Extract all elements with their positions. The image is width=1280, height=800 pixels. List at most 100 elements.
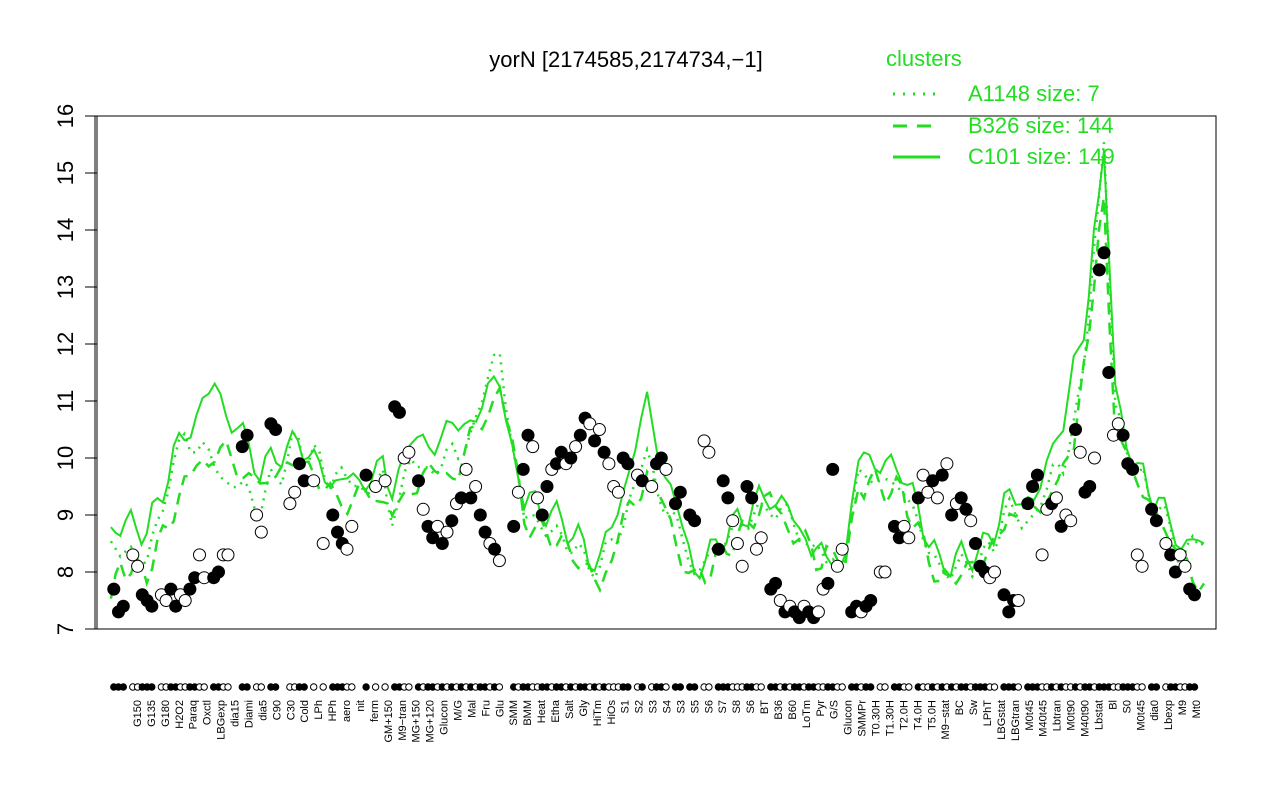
x-tick-label: S2 [634, 700, 646, 713]
y-tick-label: 14 [53, 218, 78, 242]
x-tick-label: Pyr [815, 700, 827, 717]
x-tick-label: S5 [689, 700, 701, 713]
y-tick-label: 15 [53, 161, 78, 185]
data-point-filled [669, 497, 682, 511]
plot-border [96, 115, 1217, 630]
x-tick-label: nit [355, 700, 367, 712]
data-point-open [602, 457, 616, 471]
rug-marker [638, 683, 646, 691]
data-point-filled [1097, 246, 1111, 260]
data-point-open [1178, 559, 1192, 573]
data-point-filled [1026, 480, 1040, 493]
data-point-open [702, 445, 716, 459]
rug-marker [990, 683, 999, 691]
rug-marker [362, 683, 370, 691]
data-point-filled [740, 480, 754, 493]
x-tick-label: Lbstat [1094, 700, 1106, 730]
data-point-filled [911, 491, 925, 505]
rug-marker [300, 683, 308, 691]
data-point-open [583, 417, 597, 431]
x-tick-label: Oxctl [202, 700, 214, 725]
x-tick-label: SMM [508, 700, 520, 726]
y-axis: 7 8 9 10 11 12 13 14 15 16 [53, 104, 97, 635]
x-tick-label: S6 [703, 700, 715, 713]
x-tick-label: LBGexp [216, 700, 228, 740]
data-point-open [921, 485, 935, 499]
rug-marker [371, 683, 380, 691]
y-tick-label: 9 [53, 509, 78, 521]
data-point-filled [1126, 462, 1140, 476]
x-tick-label: Etha [550, 699, 562, 723]
data-point-open [1111, 417, 1125, 431]
data-point-filled [621, 457, 635, 471]
data-point-open [526, 440, 540, 454]
data-point-filled [997, 588, 1011, 602]
x-tick-label: Glucon [439, 700, 451, 735]
data-point-open [1159, 537, 1173, 550]
data-point-filled [331, 525, 344, 539]
x-tick-label: aero [341, 700, 353, 722]
rug-marker [148, 683, 156, 691]
data-point-filled [769, 576, 782, 590]
rug-marker [1138, 683, 1146, 691]
data-point-open [159, 594, 173, 607]
data-point-filled [716, 474, 730, 488]
x-tick-label: Salt [564, 700, 576, 719]
data-point-filled [507, 519, 521, 533]
data-point-filled [1069, 423, 1082, 436]
data-point-filled [826, 462, 840, 476]
data-point-filled [588, 434, 602, 448]
y-tick-label: 10 [53, 446, 78, 470]
x-tick-label: Fru [480, 700, 492, 717]
data-point-filled [412, 474, 425, 488]
data-point-filled [426, 531, 440, 545]
y-tick-label: 12 [53, 332, 78, 356]
y-tick-label: 11 [53, 390, 78, 413]
x-tick-label: M0t90 [1066, 700, 1078, 731]
data-point-open [1135, 559, 1149, 573]
data-point-open [283, 497, 297, 511]
rug-marker [319, 683, 327, 691]
x-tick-label: Lbexp [1163, 700, 1175, 730]
data-point-filled [473, 508, 487, 522]
rug-marker [405, 683, 413, 691]
x-tick-label: Diami [244, 700, 256, 728]
data-point-filled [1092, 263, 1106, 277]
data-point-open [645, 480, 659, 493]
x-tick-label: BMM [522, 700, 534, 726]
rug-marker [271, 683, 280, 691]
data-point-filled [926, 474, 940, 488]
x-tick-labels: G150 G135 G180 H2O2 Paraq Oxctl LBGexp dia15 Dia… [132, 699, 1203, 742]
series-line-dotted [109, 142, 1205, 582]
rug-marker [676, 683, 684, 691]
x-tick-label: Glu [494, 700, 506, 717]
data-point-filled [535, 508, 549, 522]
data-point-filled [945, 508, 959, 522]
series-lines [109, 142, 1206, 599]
rug-marker [624, 683, 632, 691]
data-point-open [402, 445, 416, 459]
x-tick-label: LPhT [982, 700, 994, 727]
data-points [107, 246, 1201, 625]
data-point-filled [821, 576, 835, 590]
data-point-filled [1030, 468, 1044, 482]
y-tick-label: 8 [53, 566, 78, 578]
x-tick-label: T0.30H [871, 700, 883, 736]
data-point-open [897, 519, 911, 533]
y-tick-label: 7 [53, 623, 78, 635]
data-point-filled [554, 445, 568, 459]
y-tick-label: 13 [53, 275, 78, 299]
data-point-filled [1102, 366, 1116, 379]
data-point-filled [269, 423, 283, 436]
series-line-dashed [109, 197, 1206, 599]
data-point-filled [711, 542, 725, 556]
data-point-open [369, 480, 383, 493]
data-point-filled [864, 594, 878, 607]
data-point-open [1049, 491, 1063, 505]
data-point-filled [392, 405, 406, 419]
data-point-open [131, 559, 145, 573]
data-point-filled [1188, 588, 1201, 602]
rug-marker [1190, 683, 1199, 691]
x-tick-label: Heat [536, 700, 548, 723]
data-point-filled [1021, 497, 1035, 511]
